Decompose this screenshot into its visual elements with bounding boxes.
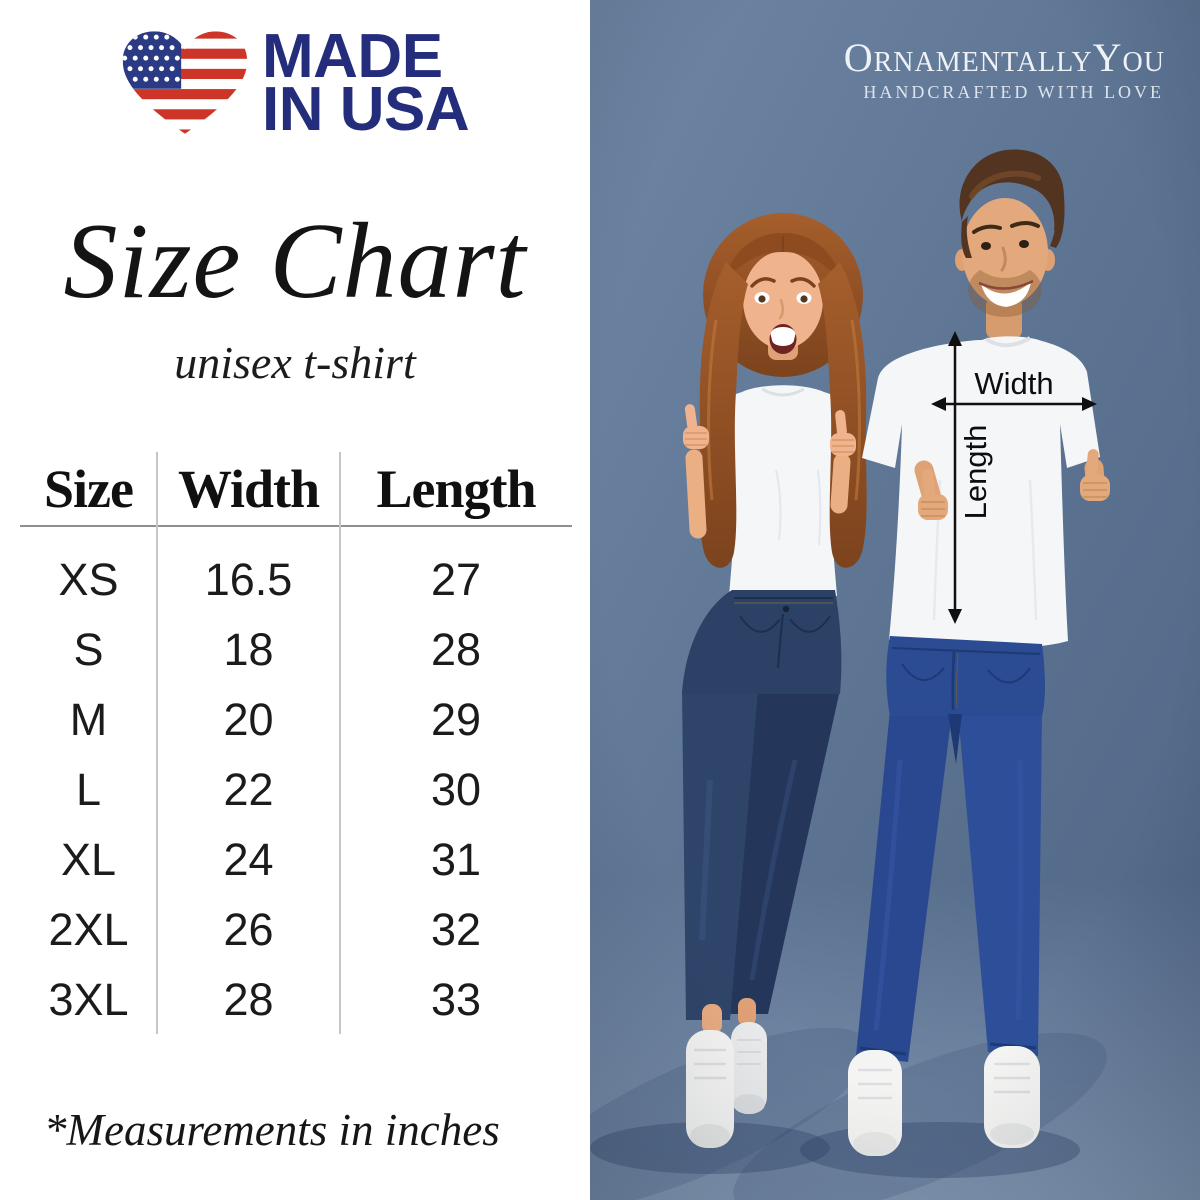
width-cell: 26 bbox=[223, 904, 274, 955]
size-cell: 3XL bbox=[48, 974, 129, 1025]
table-row: 2XL 26 32 bbox=[20, 895, 572, 965]
measurements-footnote: *Measurements in inches bbox=[44, 1105, 500, 1155]
length-cell: 33 bbox=[430, 974, 482, 1025]
vignette bbox=[590, 0, 1200, 1200]
width-cell: 18 bbox=[223, 624, 274, 675]
table-row: L 22 30 bbox=[20, 755, 572, 825]
size-cell: XL bbox=[60, 834, 117, 885]
size-table: Size Width Length XS 16.5 27 S 18 28 M 2… bbox=[20, 452, 572, 1035]
table-row: M 20 29 bbox=[20, 685, 572, 755]
length-cell: 28 bbox=[430, 624, 482, 675]
width-cell: 16.5 bbox=[204, 554, 293, 605]
length-cell: 31 bbox=[430, 834, 482, 885]
usa-flag-heart-icon bbox=[122, 31, 248, 134]
table-header-row: Size Width Length bbox=[20, 452, 572, 527]
table-row: XS 16.5 27 bbox=[20, 545, 572, 615]
size-cell: S bbox=[73, 624, 104, 675]
length-measure-label: Length bbox=[958, 424, 993, 520]
info-panel: MADE IN USA Size Chart unisex t-shirt Si… bbox=[0, 0, 590, 1200]
page-subtitle: unisex t-shirt bbox=[174, 337, 416, 388]
brand-name: OrnamentallyYou bbox=[843, 35, 1165, 80]
couple-photo-illustration bbox=[590, 0, 1200, 1200]
photo-panel: OrnamentallyYou HANDCRAFTED WITH LOVE Wi… bbox=[590, 0, 1200, 1200]
width-cell: 20 bbox=[223, 694, 274, 745]
size-cell: L bbox=[75, 764, 102, 815]
header-length: Length bbox=[376, 458, 536, 519]
logo-line1: MADE bbox=[262, 22, 443, 91]
table-divider-1 bbox=[156, 452, 158, 1034]
size-cell: M bbox=[69, 694, 108, 745]
page-title: Size Chart bbox=[63, 202, 527, 321]
length-cell: 30 bbox=[430, 764, 482, 815]
table-row: XL 24 31 bbox=[20, 825, 572, 895]
table-row: 3XL 28 33 bbox=[20, 965, 572, 1035]
length-cell: 29 bbox=[430, 694, 482, 745]
made-in-usa-logo: MADE IN USA bbox=[118, 22, 470, 144]
header-width: Width bbox=[177, 458, 320, 519]
size-cell: 2XL bbox=[48, 904, 129, 955]
size-cell: XS bbox=[58, 554, 119, 605]
width-measure-label: Width bbox=[974, 366, 1054, 401]
logo-line2: IN USA bbox=[262, 75, 470, 144]
logo-text: MADE IN USA bbox=[262, 22, 470, 144]
table-divider-2 bbox=[339, 452, 341, 1034]
table-row: S 18 28 bbox=[20, 615, 572, 685]
header-size: Size bbox=[44, 458, 134, 519]
length-cell: 32 bbox=[430, 904, 482, 955]
table-body: XS 16.5 27 S 18 28 M 20 29 L 22 30 bbox=[20, 527, 572, 1035]
width-cell: 22 bbox=[223, 764, 274, 815]
length-cell: 27 bbox=[430, 554, 482, 605]
width-cell: 24 bbox=[223, 834, 274, 885]
brand-tagline: HANDCRAFTED WITH LOVE bbox=[863, 82, 1164, 102]
width-cell: 28 bbox=[223, 974, 274, 1025]
